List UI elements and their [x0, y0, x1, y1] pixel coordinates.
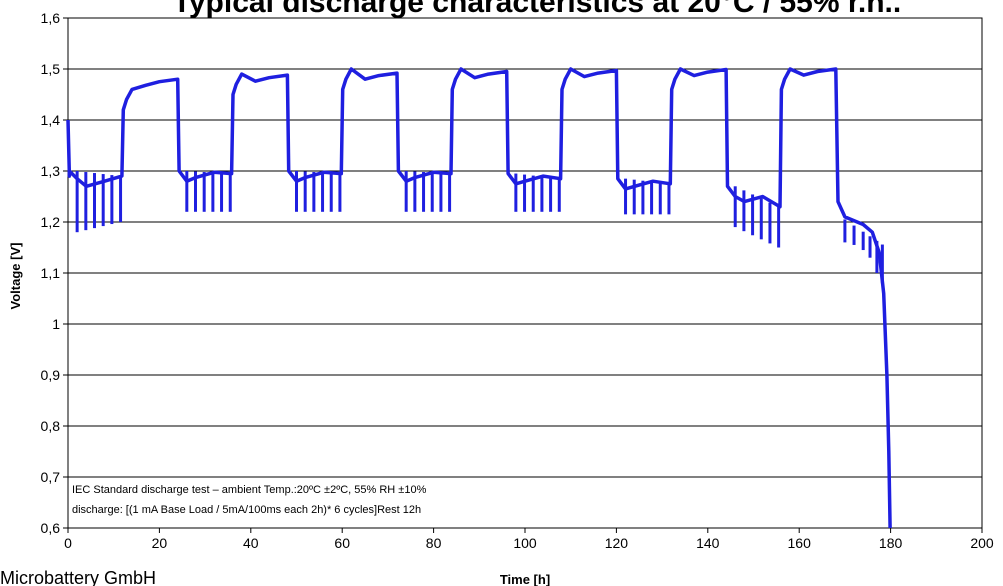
y-tick-label: 1,6 — [41, 10, 61, 26]
x-tick-label: 80 — [426, 535, 442, 551]
x-tick-label: 0 — [64, 535, 72, 551]
annotation-line-1: IEC Standard discharge test – ambient Te… — [72, 484, 427, 496]
x-tick-label: 100 — [513, 535, 537, 551]
y-tick-label: 1,5 — [41, 61, 61, 77]
y-tick-label: 1,4 — [41, 112, 61, 128]
x-tick-label: 40 — [243, 535, 259, 551]
voltage-line — [66, 67, 892, 529]
x-axis-label: Time [h] — [500, 572, 550, 586]
y-tick-label: 0,9 — [41, 367, 61, 383]
y-tick-label: 1,3 — [41, 163, 61, 179]
y-tick-label: 0,7 — [41, 469, 61, 485]
voltage-series — [66, 67, 892, 529]
y-tick-label: 1,2 — [41, 214, 61, 230]
x-axis-ticks: 0 20 40 60 80 100 120 140 160 180 200 — [64, 528, 994, 551]
x-tick-label: 140 — [696, 535, 720, 551]
chart-title: Typical discharge characteristics at 20°… — [173, 0, 901, 19]
y-tick-label: 0,8 — [41, 418, 61, 434]
y-tick-label: 1 — [52, 316, 60, 332]
x-tick-label: 20 — [152, 535, 168, 551]
annotation-line-2: discharge: [(1 mA Base Load / 5mA/100ms … — [72, 504, 421, 516]
company-name: Microbattery GmbH — [0, 568, 156, 586]
x-tick-label: 60 — [334, 535, 350, 551]
y-axis-ticks: 0,6 0,7 0,8 0,9 1 1,1 1,2 1,3 1,4 1,5 1,6 — [41, 10, 68, 536]
grid-lines — [68, 68, 982, 478]
y-tick-label: 1,1 — [41, 265, 61, 281]
x-tick-label: 160 — [788, 535, 812, 551]
y-axis-label: Voltage [V] — [8, 243, 23, 310]
x-tick-label: 120 — [605, 535, 629, 551]
x-tick-label: 200 — [970, 535, 994, 551]
y-tick-label: 0,6 — [41, 520, 61, 536]
x-tick-label: 180 — [879, 535, 903, 551]
